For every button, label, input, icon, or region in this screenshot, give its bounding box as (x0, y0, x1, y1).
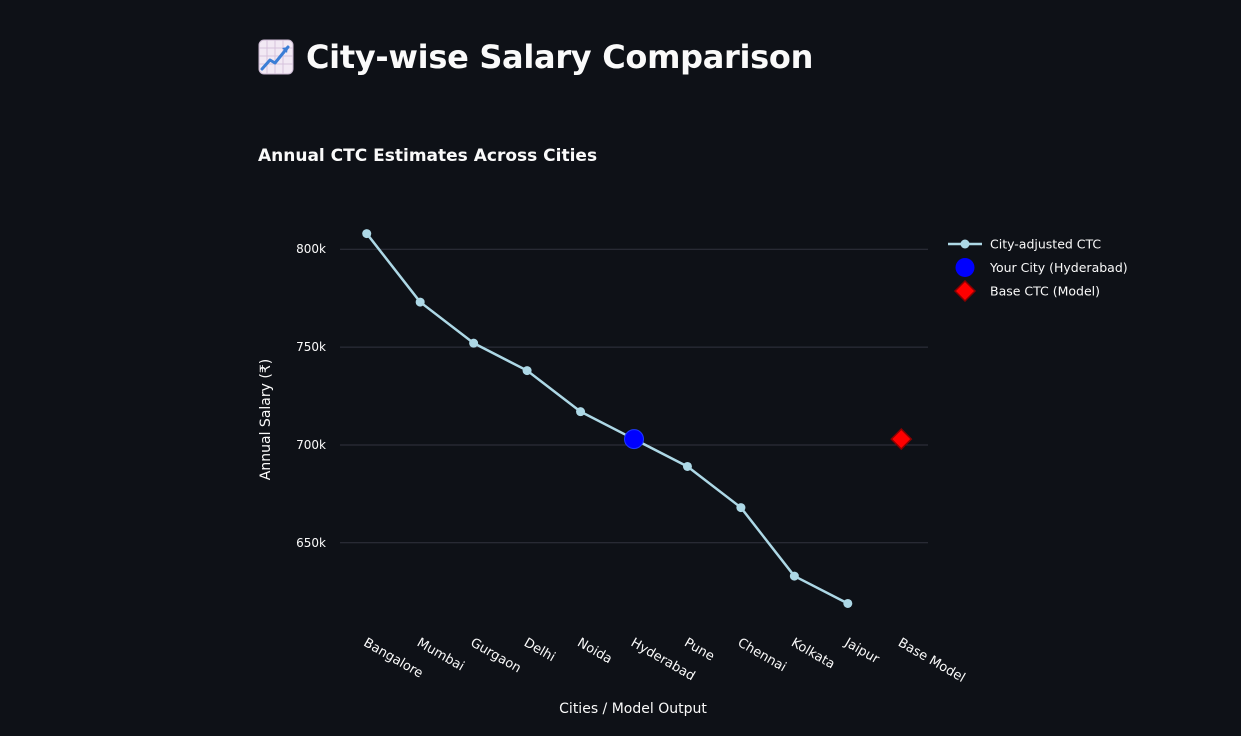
chart-title: Annual CTC Estimates Across Cities (258, 146, 598, 166)
y-ticks: 650k 700k 750k 800k (296, 242, 326, 550)
legend[interactable]: City-adjusted CTC Your City (Hyderabad) Ba… (948, 237, 1128, 303)
y-tick-label: 650k (296, 536, 326, 550)
data-point (362, 229, 372, 239)
x-axis-title: Cities / Model Output (559, 701, 707, 717)
x-tick-label: Gurgaon (468, 635, 524, 676)
your-city-marker (624, 429, 644, 450)
series-line (365, 232, 849, 605)
legend-item[interactable]: Base CTC (Model) (953, 279, 1100, 303)
legend-label: Your City (Hyderabad) (989, 260, 1128, 275)
x-tick-label: Noida (575, 635, 615, 667)
x-tick-label: Chennai (735, 635, 789, 675)
legend-marker-swatch (960, 239, 970, 249)
page-title-text: City-wise Salary Comparison (306, 38, 814, 76)
y-tick-label: 800k (296, 242, 326, 256)
data-point (522, 366, 532, 376)
data-point (576, 407, 586, 417)
x-tick-label: Kolkata (788, 635, 837, 672)
data-point (469, 338, 479, 348)
page-title: City-wise Salary Comparison (258, 38, 813, 76)
legend-item[interactable]: Your City (Hyderabad) (955, 258, 1128, 277)
data-point (843, 598, 853, 608)
y-tick-label: 750k (296, 340, 326, 354)
data-point (415, 297, 425, 307)
grid-layer (340, 248, 928, 544)
x-tick-label: Pune (681, 635, 716, 664)
y-axis-title: Annual Salary (₹) (258, 359, 274, 480)
legend-item[interactable]: City-adjusted CTC (948, 237, 1101, 252)
x-tick-label: Delhi (521, 635, 557, 665)
y-tick-label: 700k (296, 438, 326, 452)
legend-label: City-adjusted CTC (990, 237, 1101, 252)
data-point (789, 571, 799, 581)
data-point (682, 461, 692, 471)
x-tick-label: Jaipur (841, 635, 882, 667)
chart-increasing-icon (258, 39, 294, 75)
x-tick-label: Base Model (895, 635, 967, 685)
x-tick-label: Bangalore (361, 635, 426, 681)
legend-marker-swatch (955, 258, 975, 277)
legend-marker-swatch (953, 279, 977, 303)
base-ctc-marker (890, 428, 913, 451)
series-layer (362, 229, 913, 608)
data-point (736, 503, 746, 513)
legend-label: Base CTC (Model) (990, 284, 1100, 299)
